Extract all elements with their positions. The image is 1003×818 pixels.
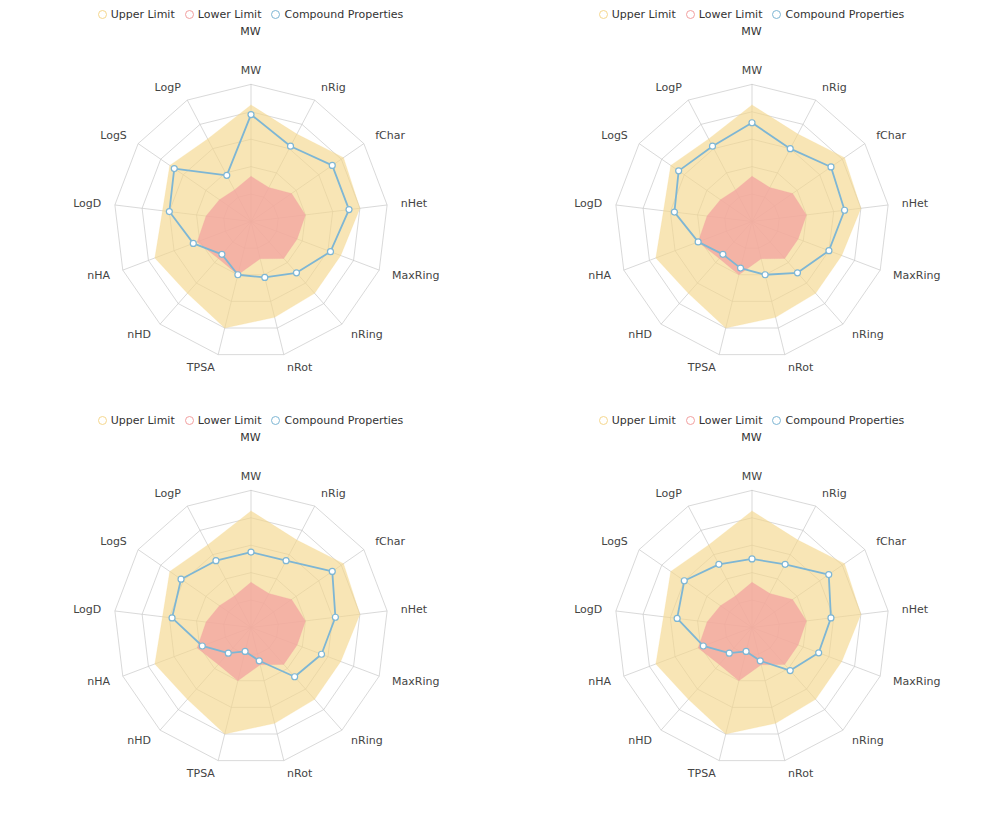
html-text:Upper Limit: Upper Limit [110,413,175,427]
svg-text:LogD: LogD [574,603,602,616]
svg-text:fChar: fChar [876,535,906,548]
svg-text:nHet: nHet [401,197,428,210]
svg-text:nHet: nHet [902,197,929,210]
svg-text:nRot: nRot [788,361,814,374]
svg-text:nRing: nRing [351,328,383,341]
svg-text:nRing: nRing [351,734,383,747]
svg-text:LogD: LogD [73,197,101,210]
svg-text:LogP: LogP [656,487,683,500]
svg-text:TPSA: TPSA [687,361,717,374]
html-text:MW: MW [240,431,261,444]
svg-text:nRot: nRot [287,767,313,780]
svg-text:MaxRing: MaxRing [392,269,439,282]
html-text:Upper Limit: Upper Limit [611,413,676,427]
svg-text:MW: MW [241,470,261,483]
svg-text:nHet: nHet [401,603,428,616]
svg-text:nHA: nHA [588,269,611,282]
html-text:Lower Limit: Lower Limit [197,413,262,427]
svg-text:nHD: nHD [127,734,151,747]
html-text:Compound Properties: Compound Properties [785,413,905,427]
html-text:Lower Limit: Lower Limit [197,7,262,21]
svg-text:nRig: nRig [321,81,346,94]
html-text:Upper Limit: Upper Limit [110,7,175,21]
svg-text:MW: MW [742,64,762,77]
svg-text:LogD: LogD [73,603,101,616]
html-text:Lower Limit: Lower Limit [698,413,763,427]
svg-text:fChar: fChar [375,129,405,142]
html-text:MW: MW [741,431,762,444]
svg-text:nRig: nRig [822,487,847,500]
svg-text:nRot: nRot [788,767,814,780]
svg-text:LogS: LogS [601,535,628,548]
svg-text:nHA: nHA [87,269,110,282]
svg-text:fChar: fChar [876,129,906,142]
svg-text:nHD: nHD [628,734,652,747]
svg-text:nRing: nRing [852,734,884,747]
svg-text:LogP: LogP [155,81,182,94]
svg-text:LogS: LogS [100,535,127,548]
svg-text:LogS: LogS [601,129,628,142]
svg-text:nHD: nHD [628,328,652,341]
html-text:Lower Limit: Lower Limit [698,7,763,21]
html-text:Upper Limit: Upper Limit [611,7,676,21]
svg-text:MaxRing: MaxRing [893,269,940,282]
svg-text:nRing: nRing [852,328,884,341]
svg-text:MaxRing: MaxRing [392,675,439,688]
svg-text:MW: MW [742,470,762,483]
svg-text:MW: MW [241,64,261,77]
html-text:MW: MW [741,25,762,38]
svg-text:TPSA: TPSA [186,361,216,374]
svg-text:LogP: LogP [155,487,182,500]
svg-text:fChar: fChar [375,535,405,548]
svg-text:nRig: nRig [321,487,346,500]
svg-text:nRot: nRot [287,361,313,374]
svg-text:LogS: LogS [100,129,127,142]
svg-text:TPSA: TPSA [687,767,717,780]
svg-text:nRig: nRig [822,81,847,94]
svg-text:nHA: nHA [87,675,110,688]
svg-text:nHet: nHet [902,603,929,616]
svg-text:LogD: LogD [574,197,602,210]
html-text:Compound Properties: Compound Properties [785,7,905,21]
svg-text:LogP: LogP [656,81,683,94]
svg-text:nHD: nHD [127,328,151,341]
svg-text:TPSA: TPSA [186,767,216,780]
html-text:MW: MW [240,25,261,38]
html-text:Compound Properties: Compound Properties [284,7,404,21]
svg-text:MaxRing: MaxRing [893,675,940,688]
svg-text:nHA: nHA [588,675,611,688]
html-text:Compound Properties: Compound Properties [284,413,404,427]
